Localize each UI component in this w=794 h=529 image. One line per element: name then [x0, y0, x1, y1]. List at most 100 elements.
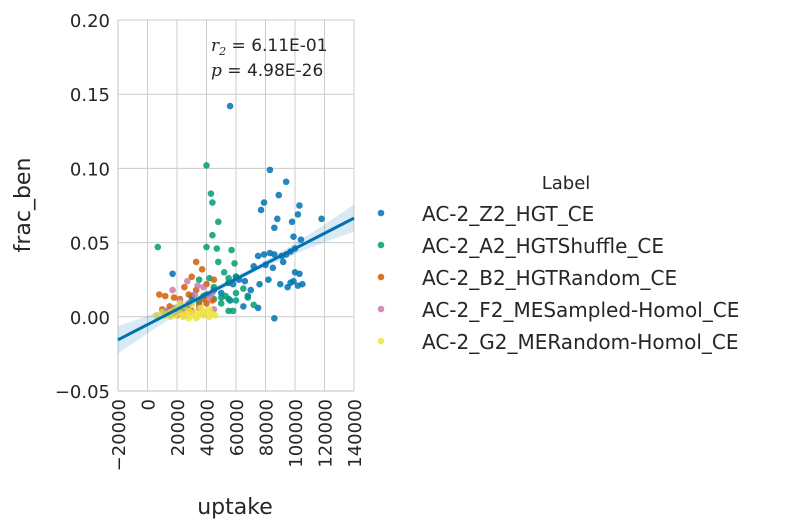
data-point-series-1	[318, 215, 325, 223]
data-point-series-1	[254, 252, 262, 260]
data-point-series-5	[212, 312, 219, 319]
data-point-series-2	[244, 294, 252, 301]
data-point-series-4	[194, 282, 201, 289]
p-symbol: p	[211, 61, 222, 81]
data-point-series-1	[279, 258, 287, 266]
data-point-series-3	[185, 291, 193, 298]
legend-entry-label: AC-2_Z2_HGT_CE	[422, 202, 594, 226]
tick-labels: −0.05 0.00 0.05 0.10 0.15 0.20 −20000 0 20000 400…	[55, 11, 366, 471]
data-point-series-2	[209, 199, 216, 206]
data-point-series-5	[192, 314, 200, 322]
data-point-series-5	[153, 312, 160, 319]
r-annotation: r2 = 6.11E-01	[211, 36, 328, 58]
legend-marker	[377, 305, 385, 313]
legend-marker	[377, 337, 385, 345]
data-point-series-1	[271, 224, 278, 232]
data-point-series-1	[271, 314, 278, 322]
data-point-series-5	[200, 307, 207, 315]
legend-title: Label	[542, 173, 591, 194]
data-point-series-3	[203, 300, 210, 307]
data-point-series-3	[170, 294, 178, 301]
data-point-series-1	[290, 233, 297, 240]
legend-entry-label: AC-2_B2_HGTRandom_CE	[422, 266, 677, 290]
data-point-series-2	[228, 246, 235, 254]
plot-frame	[117, 20, 354, 392]
data-point-series-3	[192, 258, 200, 266]
data-points	[153, 102, 325, 322]
legend-entry-label: AC-2_F2_MESampled-Homol_CE	[422, 298, 739, 322]
y-tick-label: 0.05	[70, 234, 110, 255]
data-point-series-1	[282, 178, 290, 186]
r-symbol: r	[211, 36, 220, 56]
data-point-series-2	[154, 243, 162, 251]
data-point-series-3	[156, 291, 163, 298]
data-point-series-1	[274, 215, 281, 223]
data-point-series-1	[260, 199, 268, 206]
x-tick-label: −20000	[109, 399, 130, 471]
data-point-series-1	[169, 270, 176, 278]
y-tick-label: 0.15	[70, 85, 110, 106]
data-point-series-1	[247, 286, 255, 294]
x-tick-label: 60000	[227, 399, 248, 456]
data-point-series-1	[256, 280, 263, 288]
legend-marker	[377, 273, 385, 281]
data-point-series-1	[240, 303, 247, 310]
data-point-series-4	[200, 283, 207, 291]
data-point-series-2	[213, 245, 221, 252]
y-tick-label: −0.05	[55, 382, 110, 403]
p-value: = 4.98E-26	[222, 61, 323, 81]
data-point-series-2	[207, 190, 215, 197]
data-point-series-2	[240, 285, 247, 292]
stats-annotation: r2 = 6.11E-01 p = 4.98E-26	[211, 36, 328, 81]
x-tick-label: 20000	[168, 399, 189, 456]
x-tick-label: 100000	[286, 399, 307, 468]
data-point-series-5	[206, 306, 213, 313]
data-point-series-2	[232, 297, 240, 304]
data-point-series-1	[266, 166, 274, 174]
regression-fit-line	[117, 216, 355, 342]
x-tick-label: 120000	[316, 399, 337, 468]
data-point-series-1	[290, 277, 297, 285]
legend: AC-2_Z2_HGT_CE AC-2_A2_HGTShuffle_CE AC-2_…	[377, 202, 739, 354]
legend-entry-label: AC-2_A2_HGTShuffle_CE	[422, 234, 664, 258]
data-point-series-3	[210, 276, 218, 284]
legend-marker	[377, 241, 385, 249]
data-point-series-5	[176, 300, 184, 307]
data-point-series-1	[265, 276, 272, 284]
data-point-series-2	[203, 243, 210, 251]
data-point-series-2	[215, 258, 222, 266]
r-value: = 6.11E-01	[226, 36, 327, 56]
data-point-series-1	[276, 280, 284, 288]
data-point-series-1	[257, 206, 265, 214]
data-point-series-1	[275, 191, 283, 199]
data-point-series-2	[250, 301, 257, 309]
data-point-series-1	[271, 251, 278, 258]
data-point-series-5	[185, 314, 193, 322]
data-point-series-2	[195, 276, 203, 284]
y-tick-label: 0.00	[70, 308, 110, 329]
x-tick-label: 80000	[257, 399, 278, 456]
data-point-series-2	[220, 268, 228, 276]
data-point-series-1	[269, 264, 277, 272]
data-point-series-2	[203, 162, 210, 169]
x-tick-label: 0	[139, 399, 160, 410]
data-point-series-1	[260, 251, 268, 258]
data-point-series-1	[241, 277, 249, 285]
x-tick-label: 140000	[345, 399, 366, 468]
y-tick-label: 0.10	[70, 159, 110, 180]
regression-line	[117, 204, 355, 354]
data-point-series-5	[167, 313, 175, 321]
data-point-series-1	[288, 218, 296, 226]
data-point-series-3	[181, 283, 188, 291]
legend-marker	[377, 209, 385, 217]
data-point-series-3	[188, 273, 196, 281]
x-axis-label: uptake	[197, 495, 273, 520]
data-point-series-4	[191, 291, 198, 298]
y-tick-label: 0.20	[70, 11, 110, 32]
data-point-series-1	[226, 102, 234, 110]
data-point-series-2	[215, 218, 222, 226]
y-axis-label: frac_ben	[11, 158, 36, 253]
data-point-series-2	[231, 260, 238, 267]
data-point-series-3	[198, 266, 206, 273]
x-tick-label: 40000	[198, 399, 219, 456]
